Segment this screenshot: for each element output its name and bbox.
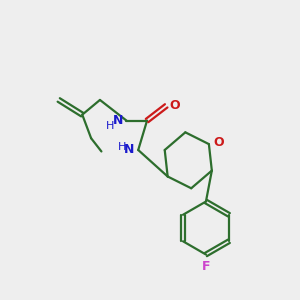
Text: H: H <box>118 142 126 152</box>
Text: N: N <box>124 143 135 157</box>
Text: N: N <box>112 114 123 127</box>
Text: H: H <box>106 122 114 131</box>
Text: F: F <box>202 260 210 273</box>
Text: O: O <box>213 136 224 149</box>
Text: O: O <box>170 99 180 112</box>
